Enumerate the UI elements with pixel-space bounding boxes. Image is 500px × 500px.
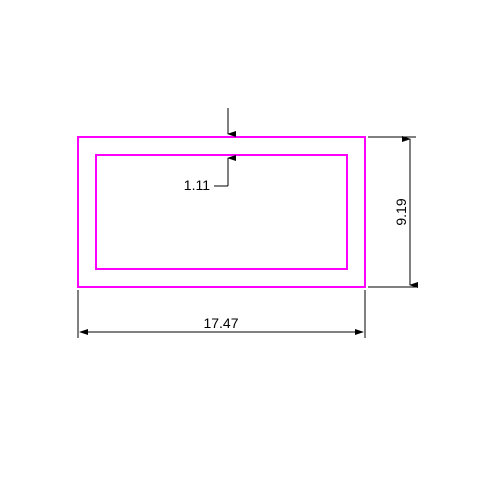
thickness-dim-label: 1.11 (184, 177, 210, 193)
outer-rect (78, 137, 365, 287)
drawing-svg: 17.47 9.19 1.11 (0, 0, 500, 500)
width-dim-label: 17.47 (203, 315, 238, 331)
inner-rect (96, 155, 347, 269)
height-dim-label: 9.19 (393, 198, 409, 225)
technical-drawing: 17.47 9.19 1.11 (0, 0, 500, 500)
